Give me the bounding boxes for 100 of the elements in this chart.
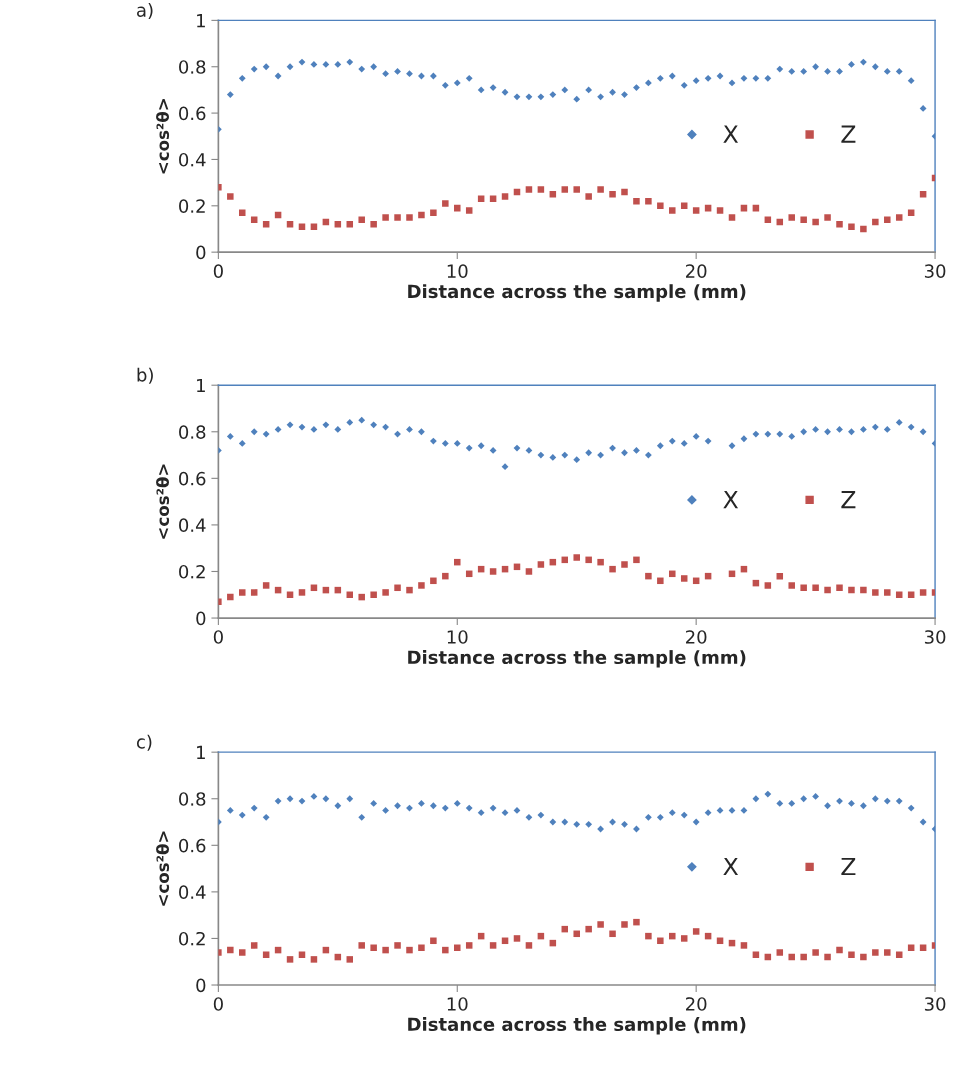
point bbox=[919, 428, 927, 436]
y-tick-label: 0.4 bbox=[179, 885, 206, 899]
point bbox=[406, 586, 413, 594]
point bbox=[704, 437, 712, 445]
point bbox=[454, 558, 461, 566]
point bbox=[680, 440, 688, 447]
x-axis-title: Distance across the sample (mm) bbox=[408, 1017, 746, 1035]
point bbox=[776, 430, 784, 438]
point bbox=[465, 444, 473, 452]
point bbox=[441, 440, 449, 447]
y-tick-label: 0.4 bbox=[179, 518, 206, 533]
point bbox=[740, 435, 748, 443]
point bbox=[477, 442, 485, 450]
point bbox=[370, 591, 377, 599]
point bbox=[250, 428, 258, 436]
point bbox=[752, 430, 760, 438]
point bbox=[585, 449, 593, 457]
x-tick-label: 30 bbox=[924, 997, 946, 1011]
point bbox=[334, 426, 342, 433]
legend-label: X bbox=[723, 125, 739, 143]
y-axis-title: <cos²θ> bbox=[156, 831, 170, 906]
point bbox=[871, 423, 879, 431]
point bbox=[621, 561, 628, 568]
point bbox=[609, 565, 616, 573]
x-axis-title: Distance across the sample (mm) bbox=[408, 284, 746, 302]
point bbox=[836, 584, 843, 592]
point bbox=[394, 430, 401, 438]
y-axis-title: <cos²θ> bbox=[156, 99, 170, 174]
point bbox=[848, 586, 855, 594]
y-tick-label: 0.6 bbox=[179, 471, 206, 486]
point bbox=[883, 426, 891, 433]
point bbox=[298, 423, 306, 431]
chart-title: c) bbox=[136, 734, 152, 751]
point bbox=[669, 570, 676, 578]
point bbox=[895, 419, 903, 426]
point bbox=[489, 447, 497, 454]
point bbox=[812, 584, 819, 592]
legend-label: Z bbox=[841, 490, 856, 509]
point bbox=[597, 451, 605, 459]
point bbox=[262, 582, 270, 589]
y-tick-label: 1 bbox=[197, 378, 205, 393]
x-axis-title: Distance across the sample (mm) bbox=[408, 650, 746, 668]
point bbox=[513, 444, 521, 452]
point bbox=[645, 572, 652, 580]
point bbox=[609, 444, 616, 452]
y-axis-title: <cos²θ> bbox=[156, 464, 170, 539]
point bbox=[788, 582, 795, 589]
point bbox=[680, 575, 688, 582]
point bbox=[394, 584, 401, 592]
point bbox=[453, 440, 461, 447]
point bbox=[262, 430, 270, 438]
legend-label: X bbox=[723, 857, 739, 876]
point bbox=[430, 577, 437, 585]
point bbox=[442, 572, 449, 580]
point bbox=[644, 451, 652, 459]
point bbox=[848, 428, 855, 436]
point bbox=[501, 463, 509, 471]
point bbox=[226, 433, 234, 440]
point bbox=[633, 556, 640, 564]
y-tick-label: 0.8 bbox=[179, 60, 206, 74]
legend-label: Z bbox=[841, 125, 856, 143]
point bbox=[406, 426, 413, 433]
point bbox=[621, 449, 628, 457]
point bbox=[824, 428, 831, 436]
legend-label: Z bbox=[841, 857, 856, 876]
x-tick-label: 30 bbox=[924, 630, 946, 644]
x-tick-label: 20 bbox=[686, 997, 707, 1011]
x-tick-label: 0 bbox=[213, 630, 223, 644]
chart-title: a) bbox=[137, 2, 153, 20]
point bbox=[788, 433, 796, 440]
y-tick-label: 0 bbox=[196, 611, 206, 626]
point bbox=[919, 589, 927, 596]
point bbox=[573, 554, 580, 561]
y-tick-label: 0.4 bbox=[179, 152, 206, 167]
point bbox=[860, 586, 867, 594]
point bbox=[872, 589, 879, 596]
point bbox=[489, 568, 497, 575]
x-tick-label: 10 bbox=[447, 997, 468, 1011]
legend-label: X bbox=[723, 490, 739, 509]
y-tick-label: 1 bbox=[197, 745, 205, 760]
y-tick-label: 0.8 bbox=[179, 425, 206, 439]
point bbox=[549, 453, 557, 461]
point bbox=[322, 421, 330, 429]
x-tick-label: 10 bbox=[447, 264, 468, 278]
point bbox=[310, 426, 318, 433]
chart-title: b) bbox=[137, 367, 153, 384]
y-tick-label: 0 bbox=[196, 245, 206, 260]
point bbox=[537, 561, 545, 568]
point bbox=[931, 589, 936, 596]
point bbox=[286, 421, 294, 429]
point bbox=[382, 423, 389, 431]
point bbox=[227, 593, 234, 601]
point bbox=[239, 589, 246, 596]
point bbox=[525, 447, 533, 454]
point bbox=[884, 589, 891, 596]
point bbox=[561, 451, 569, 459]
point bbox=[238, 440, 246, 447]
point bbox=[633, 447, 640, 454]
x-tick-label: 0 bbox=[213, 264, 223, 278]
point bbox=[800, 428, 808, 436]
